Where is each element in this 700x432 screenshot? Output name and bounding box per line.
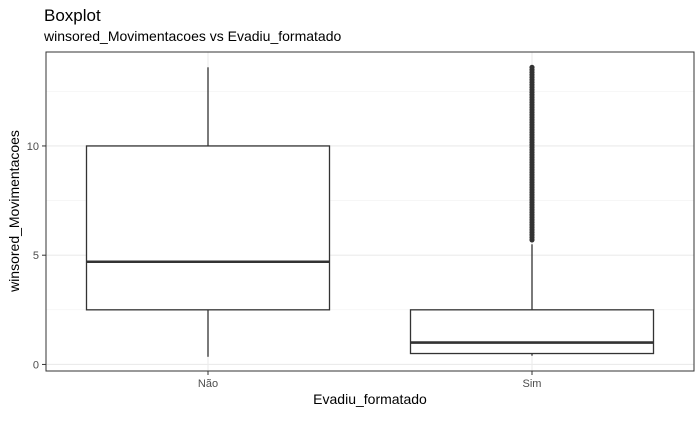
chart-subtitle: winsored_Movimentacoes vs Evadiu_formata… <box>43 28 341 44</box>
iqr-box <box>409 309 655 355</box>
y-tick-label: 10 <box>27 141 39 153</box>
box-group-não <box>85 67 331 357</box>
plot-panel-border <box>45 51 695 372</box>
box-layer <box>85 64 655 357</box>
x-tick-label: Não <box>198 378 218 390</box>
y-tick-label: 5 <box>33 250 39 262</box>
x-axis-title: Evadiu_formatado <box>313 391 427 407</box>
iqr-box <box>85 145 331 311</box>
y-axis-title: winsored_Movimentacoes <box>6 130 22 293</box>
x-tick-label: Sim <box>523 378 542 390</box>
box-group-sim <box>409 64 655 356</box>
outlier-points <box>529 64 535 243</box>
outlier-point <box>529 64 535 70</box>
y-tick-label: 0 <box>33 359 39 371</box>
axis-layer: 0 5 10 Não Sim <box>27 141 542 390</box>
chart-title: Boxplot <box>44 6 101 25</box>
